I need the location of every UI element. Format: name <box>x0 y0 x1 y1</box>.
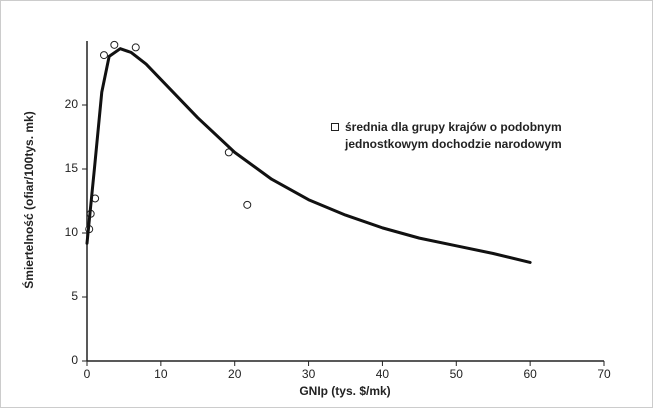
scatter-point <box>110 40 119 49</box>
y-axis-title: Śmiertelność (ofiar/100tys. mk) <box>21 111 36 288</box>
x-tick-label: 30 <box>302 367 316 381</box>
x-tick-label: 60 <box>523 367 537 381</box>
legend: średnia dla grupy krajów o podobnym jedn… <box>331 119 599 153</box>
scatter-point <box>99 51 108 60</box>
legend-marker <box>331 123 339 131</box>
y-tick-label: 5 <box>71 289 78 303</box>
x-tick-label: 0 <box>84 367 91 381</box>
x-tick-label: 70 <box>597 367 611 381</box>
x-tick-label: 40 <box>376 367 390 381</box>
scatter-point <box>131 43 140 52</box>
x-axis-title: GNIp (tys. $/mk) <box>299 384 390 398</box>
y-tick-label: 10 <box>65 225 79 239</box>
fit-curve <box>85 47 532 264</box>
y-tick-label: 20 <box>65 97 79 111</box>
x-tick-label: 20 <box>228 367 242 381</box>
x-tick-label: 10 <box>154 367 168 381</box>
x-tick-label: 50 <box>450 367 464 381</box>
scatter-point <box>243 200 252 209</box>
y-tick-label: 15 <box>65 161 79 175</box>
y-tick-label: 0 <box>71 353 78 367</box>
legend-label: średnia dla grupy krajów o podobnym jedn… <box>345 120 562 151</box>
